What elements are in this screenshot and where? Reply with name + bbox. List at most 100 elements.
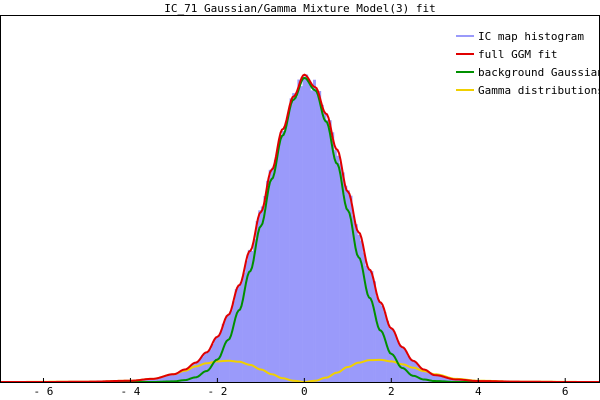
histogram-bar (367, 269, 371, 382)
histogram-bar (456, 379, 460, 382)
histogram-bar (276, 151, 280, 382)
legend-label: full GGM fit (478, 48, 557, 61)
histogram-bar (182, 369, 186, 382)
legend: IC map histogram full GGM fit background G… (456, 30, 600, 97)
histogram-bar (365, 265, 369, 382)
histogram-bar (279, 135, 283, 382)
histogram-bar (323, 113, 327, 383)
histogram-bar (166, 374, 170, 382)
histogram-bar (156, 378, 160, 382)
histogram-bar (459, 379, 463, 382)
histogram-bar (247, 249, 251, 382)
histogram-bar (198, 359, 202, 382)
histogram-bar (341, 172, 345, 382)
histogram-bar (422, 369, 426, 382)
histogram-layer (65, 74, 543, 383)
histogram-bar (250, 251, 254, 382)
histogram-bar (427, 372, 431, 382)
histogram-bar (289, 98, 293, 382)
x-tick-label: - 2 (207, 385, 227, 398)
histogram-bar (240, 282, 243, 382)
legend-label: background Gaussian (478, 66, 600, 79)
histogram-bar (333, 150, 337, 382)
histogram-bar (185, 369, 189, 382)
histogram-bar (159, 377, 163, 382)
histogram-bar (146, 379, 149, 382)
histogram-bar (409, 359, 413, 382)
histogram-bar (148, 378, 152, 382)
histogram-bar (326, 119, 329, 382)
histogram-bar (307, 80, 311, 382)
histogram-bar (386, 320, 389, 382)
histogram-bar (388, 328, 392, 382)
x-tick-label: 0 (301, 385, 308, 398)
histogram-bar (370, 271, 374, 382)
x-tick-label: 4 (475, 385, 482, 398)
histogram-bar (286, 113, 290, 382)
histogram-bar (461, 379, 465, 382)
histogram-bar (190, 364, 194, 382)
histogram-bar (414, 362, 418, 382)
histogram-bar (229, 310, 233, 382)
histogram-bar (453, 379, 457, 382)
x-tick-label: 6 (562, 385, 569, 398)
histogram-bar (443, 377, 447, 382)
chart-title: IC_71 Gaussian/Gamma Mixture Model(3) fi… (164, 2, 436, 15)
full-ggm-fit-line (0, 73, 600, 383)
histogram-bar (281, 130, 285, 382)
histogram-bar (255, 221, 259, 382)
histogram-bar (180, 370, 183, 382)
histogram-bar (177, 372, 181, 382)
histogram-bar (412, 361, 416, 382)
histogram-bar (242, 272, 246, 382)
histogram-bar (425, 370, 429, 382)
histogram-bar (336, 155, 340, 382)
histogram-bar (292, 93, 296, 382)
histogram-bar (417, 365, 421, 382)
histogram-bar (153, 378, 157, 382)
histogram-bar (430, 374, 434, 382)
histogram-bar (174, 373, 178, 382)
histogram-bar (380, 305, 384, 382)
histogram-bar (433, 375, 436, 382)
histogram-bar (245, 260, 249, 382)
histogram-bar (232, 301, 236, 382)
histogram-bar (271, 167, 275, 382)
legend-label: IC map histogram (478, 30, 584, 43)
histogram-bar (346, 190, 350, 382)
histogram-bar (140, 379, 144, 382)
histogram-bar (352, 215, 356, 382)
histogram-bar (440, 376, 444, 382)
x-tick-label: - 4 (120, 385, 140, 398)
histogram-bar (260, 206, 264, 382)
histogram-bar (438, 375, 442, 382)
histogram-bar (294, 96, 298, 383)
histogram-bar (404, 350, 408, 382)
histogram-bar (273, 159, 277, 382)
histogram-bar (203, 353, 207, 382)
histogram-bar (206, 352, 209, 382)
histogram-bar (237, 285, 241, 382)
histogram-bar (339, 163, 343, 382)
histogram-bar (226, 315, 230, 382)
histogram-bar (164, 375, 168, 382)
histogram-bar (193, 362, 196, 382)
histogram-bar (258, 210, 262, 382)
histogram-bar (151, 378, 155, 382)
histogram-bar (195, 362, 199, 382)
x-tick-label: - 6 (34, 385, 54, 398)
histogram-bar (305, 74, 309, 382)
histogram-bar (300, 86, 303, 383)
legend-label: Gamma distributions (478, 84, 600, 97)
histogram-bar (187, 367, 191, 382)
histogram-bar (161, 376, 165, 382)
x-tick-label: 2 (388, 385, 395, 398)
histogram-bar (373, 281, 376, 382)
histogram-bar (318, 91, 322, 382)
histogram-bar (344, 185, 348, 382)
histogram-bar (420, 368, 423, 382)
histogram-bar (313, 79, 316, 382)
histogram-bar (169, 374, 173, 382)
histogram-bar (315, 89, 319, 382)
